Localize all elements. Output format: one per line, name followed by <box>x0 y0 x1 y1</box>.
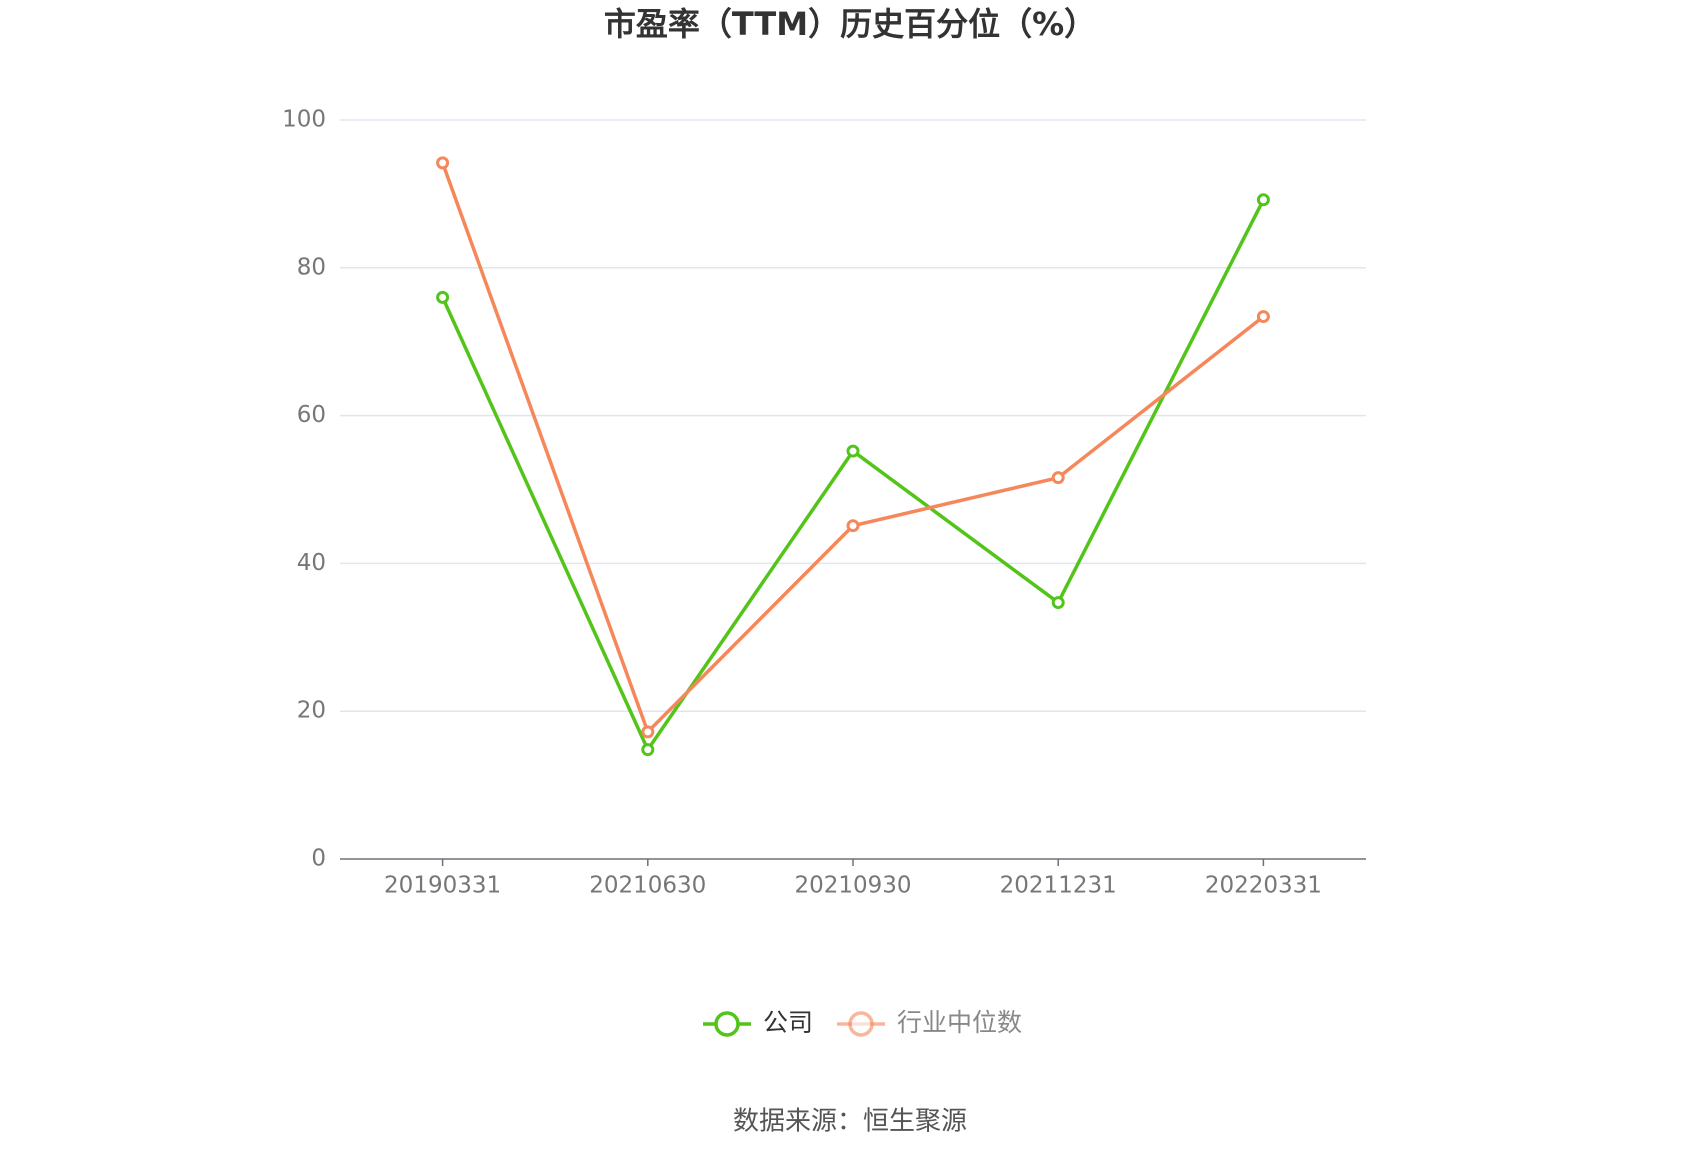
data-point <box>641 725 655 739</box>
data-point <box>641 743 655 757</box>
x-tick-label: 20210630 <box>589 873 706 899</box>
legend-label: 行业中位数 <box>897 1008 1022 1037</box>
data-point <box>1051 596 1065 610</box>
data-point <box>436 156 450 170</box>
y-tick-label: 60 <box>297 402 326 428</box>
legend-label: 公司 <box>763 1008 813 1037</box>
data-point <box>846 519 860 533</box>
x-tick-label: 20220331 <box>1205 873 1322 899</box>
y-tick-label: 100 <box>282 107 326 133</box>
data-point <box>1256 193 1270 207</box>
y-tick-label: 40 <box>297 550 326 576</box>
data-point <box>1051 471 1065 485</box>
x-tick-label: 20211231 <box>1000 873 1117 899</box>
source-note: 数据来源：恒生聚源 <box>733 1107 967 1137</box>
x-tick-label: 20190331 <box>384 873 501 899</box>
data-point <box>1256 310 1270 324</box>
y-tick-label: 0 <box>311 846 326 872</box>
x-tick-label: 20210930 <box>794 873 911 899</box>
y-tick-label: 80 <box>297 254 326 280</box>
y-tick-label: 20 <box>297 698 326 724</box>
data-point <box>436 290 450 304</box>
data-point <box>846 444 860 458</box>
legend-icon-marker <box>848 1011 874 1037</box>
chart-title: 市盈率（TTM）历史百分位（%） <box>604 5 1096 43</box>
legend-icon-marker <box>714 1011 740 1037</box>
series-line <box>441 199 1265 752</box>
